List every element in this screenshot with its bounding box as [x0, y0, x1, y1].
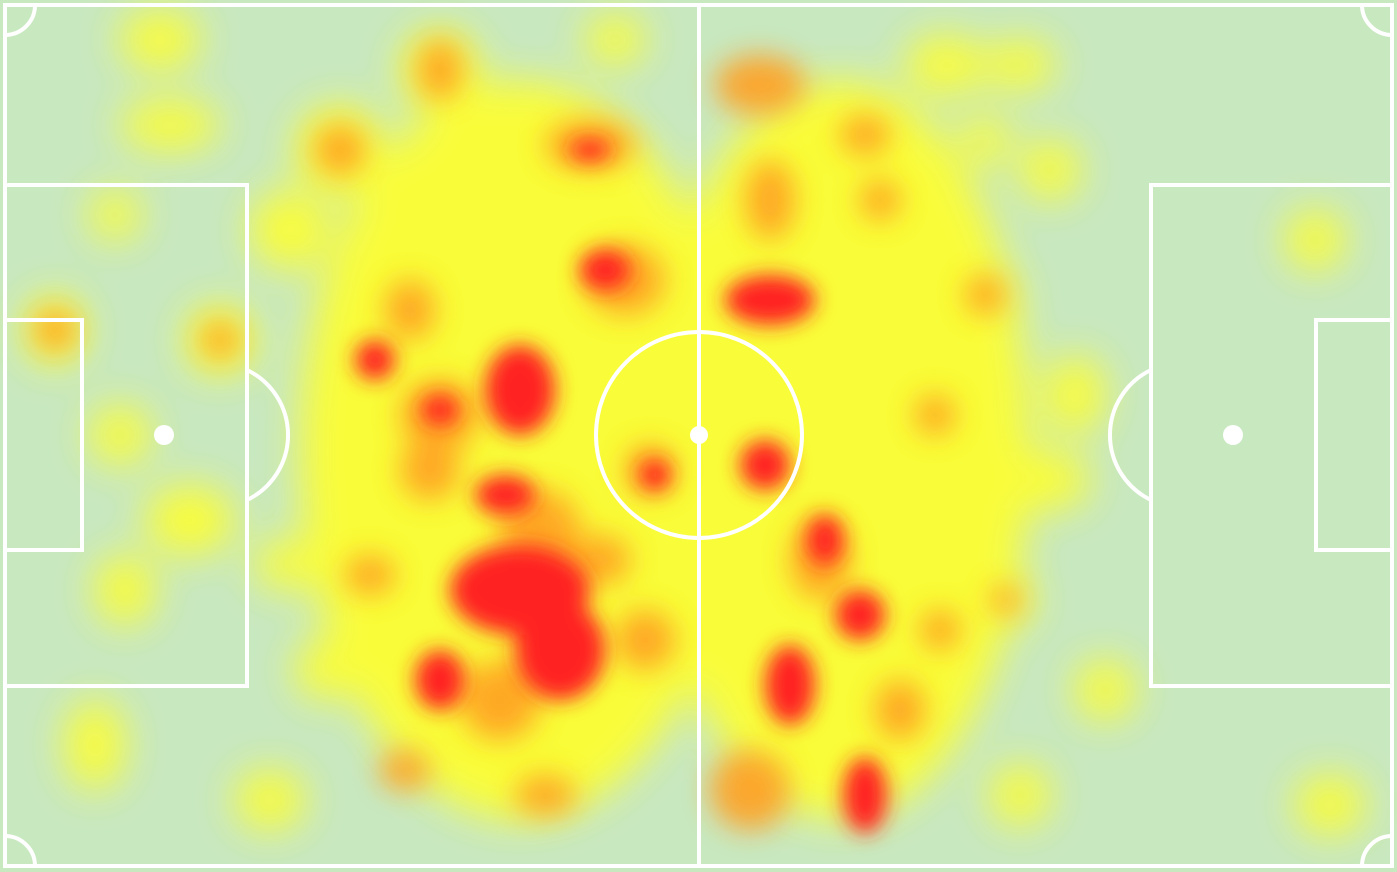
corner-arc	[4, 4, 37, 37]
heat-blob	[145, 485, 235, 555]
heat-blob	[120, 10, 200, 70]
heat-blob	[515, 775, 575, 815]
heat-blob	[202, 322, 238, 358]
center-spot	[690, 426, 708, 444]
heat-blob	[35, 310, 75, 350]
heat-blob	[295, 640, 355, 700]
heat-blob	[475, 475, 535, 515]
heat-blob	[840, 115, 890, 155]
heat-blob	[585, 15, 645, 65]
heat-blob	[715, 55, 805, 115]
corner-arc	[1360, 4, 1393, 37]
heat-blob	[380, 750, 430, 790]
heat-blob	[90, 190, 140, 240]
heat-blob	[570, 535, 630, 585]
heat-blob	[1295, 775, 1365, 835]
heat-blob	[120, 100, 220, 150]
heat-blob	[400, 440, 460, 500]
heat-blob	[860, 180, 900, 220]
heat-blob	[875, 680, 925, 740]
heat-blob	[710, 750, 790, 830]
heat-blob	[1010, 450, 1090, 510]
heat-blob	[385, 280, 435, 340]
corner-arc	[4, 834, 37, 867]
heat-blob	[570, 140, 610, 160]
penalty-spot	[1223, 425, 1243, 445]
pitch-lines	[3, 3, 1394, 868]
heat-blob	[1285, 210, 1345, 270]
center-circle	[594, 330, 804, 540]
heat-blob	[1045, 355, 1105, 435]
heat-blob	[355, 340, 395, 380]
heat-blob	[920, 610, 960, 650]
heat-blob	[460, 660, 540, 740]
heat-blob	[843, 757, 887, 833]
corner-arc	[1360, 834, 1393, 867]
heat-blob	[250, 190, 330, 270]
heat-blob	[745, 160, 795, 240]
heat-blob	[615, 610, 675, 670]
heat-blob	[990, 585, 1020, 615]
heat-blob	[960, 115, 1010, 165]
goal-box	[1314, 318, 1394, 552]
heat-blob	[345, 555, 395, 595]
heat-blob	[235, 770, 305, 830]
heat-blob	[485, 345, 555, 435]
heat-blob	[95, 555, 155, 625]
heat-blob	[905, 35, 985, 95]
heat-blob	[640, 460, 670, 490]
heat-blob	[965, 275, 1005, 315]
heat-blob	[418, 40, 462, 100]
heat-blob	[807, 515, 843, 565]
heat-blob	[915, 395, 955, 435]
heat-blob	[415, 650, 465, 710]
penalty-spot	[154, 425, 174, 445]
heat-blob	[740, 440, 790, 490]
penalty-arc	[1108, 368, 1152, 502]
heat-blob	[1020, 140, 1080, 200]
heat-blob	[515, 600, 605, 700]
heat-blob	[990, 765, 1050, 825]
heat-blob	[765, 645, 815, 725]
heat-blob	[580, 250, 630, 290]
heat-blob	[90, 405, 150, 465]
heat-blob	[835, 590, 885, 640]
heat-blob	[1075, 660, 1135, 720]
heat-blob	[422, 395, 458, 425]
heat-blob	[255, 540, 315, 590]
penalty-arc	[246, 368, 290, 502]
heat-blob	[725, 275, 815, 325]
goal-box	[3, 318, 84, 552]
heat-blob	[985, 40, 1055, 90]
heat-blob	[315, 125, 365, 175]
heat-blob	[650, 80, 1030, 820]
heat-high	[355, 140, 887, 833]
heat-blob	[65, 700, 125, 790]
